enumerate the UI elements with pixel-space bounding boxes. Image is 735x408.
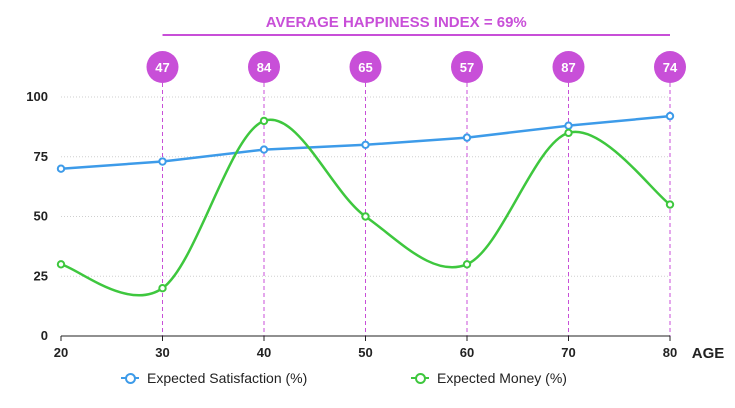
- data-point: [158, 284, 167, 293]
- y-tick-label: 50: [34, 209, 48, 224]
- index-bubble-label: 65: [358, 60, 372, 75]
- index-bubble: [552, 51, 585, 83]
- x-axis-label: AGE: [692, 345, 725, 362]
- x-tick-label: 60: [460, 345, 474, 360]
- index-bubble: [654, 51, 686, 83]
- x-tick-label: 70: [561, 345, 575, 360]
- legend-label: Expected Money (%): [437, 370, 567, 386]
- index-bubble-label: 74: [663, 60, 678, 75]
- data-point: [259, 116, 269, 126]
- index-bubble: [146, 51, 179, 83]
- index-guide-lines: [162, 83, 671, 336]
- index-bubble: [248, 51, 280, 83]
- axes: 0 25 50 75 100 20 30 40 50 60 70 80: [26, 89, 677, 360]
- y-tick-label: 0: [41, 328, 48, 343]
- data-point: [361, 212, 370, 221]
- y-tick-label: 100: [26, 89, 48, 104]
- legend-label: Expected Satisfaction (%): [147, 370, 308, 386]
- line-marker-icon: [411, 372, 429, 384]
- index-bubble: [451, 51, 483, 83]
- x-tick-label: 80: [663, 345, 677, 360]
- index-bubble-label: 47: [155, 60, 169, 75]
- data-point: [361, 140, 370, 150]
- x-tick-label: 50: [358, 345, 372, 360]
- x-tick-label: 40: [257, 345, 271, 360]
- index-bubble: [349, 51, 382, 83]
- data-point: [158, 157, 167, 166]
- data-point: [259, 145, 269, 154]
- data-point: [564, 128, 573, 138]
- data-point: [564, 121, 573, 130]
- index-bubble-label: 87: [561, 60, 575, 75]
- data-point: [462, 133, 472, 142]
- data-point: [665, 200, 675, 209]
- y-tick-label: 75: [34, 149, 48, 164]
- legend: Expected Satisfaction (%) Expected Money…: [0, 370, 735, 392]
- legend-item-money[interactable]: Expected Money (%): [411, 370, 567, 386]
- data-point: [56, 260, 66, 269]
- index-bubble-label: 57: [460, 60, 474, 75]
- x-tick-label: 30: [155, 345, 169, 360]
- chart-title: AVERAGE HAPPINESS INDEX = 69%: [266, 14, 527, 31]
- legend-item-satisfaction[interactable]: Expected Satisfaction (%): [121, 370, 307, 386]
- data-point: [665, 111, 675, 121]
- index-bubble-label: 84: [257, 60, 272, 75]
- line-marker-icon: [121, 372, 139, 384]
- index-bubbles: 47 84 65 57 87 74: [146, 51, 686, 83]
- data-point: [56, 164, 66, 173]
- series-group: [56, 111, 675, 297]
- x-tick-label: 20: [54, 345, 68, 360]
- data-point: [462, 260, 472, 269]
- y-tick-label: 25: [34, 268, 48, 283]
